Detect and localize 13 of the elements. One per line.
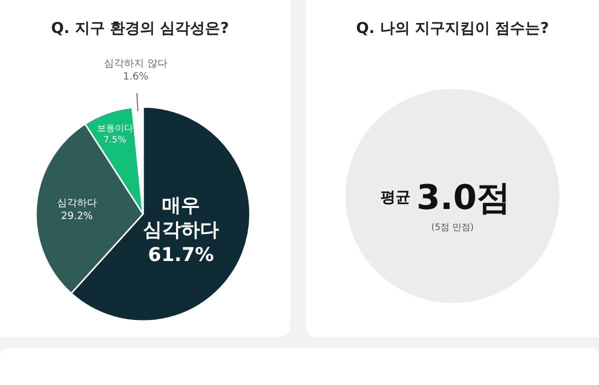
text: 평균 bbox=[380, 188, 410, 206]
data-label: 29.2% bbox=[60, 211, 93, 222]
chart-title: Q. 지구 환경의 심각성은? bbox=[51, 19, 229, 37]
slice-label: 매우 심각하다 bbox=[142, 194, 219, 242]
data-label: 61.7% bbox=[148, 244, 214, 266]
slice-label: 심각하다 bbox=[56, 198, 97, 210]
data-label: 7.5% bbox=[103, 136, 127, 146]
data-label: 1.6% bbox=[123, 72, 148, 83]
text: Q. 나의 지구지킴이 점수는? bbox=[356, 19, 549, 37]
text: (5점 만점) bbox=[431, 223, 474, 233]
slice-label: 보통이다 bbox=[96, 124, 133, 134]
slice-label: 심각하지 않다 bbox=[104, 58, 168, 70]
text: 3.0점 bbox=[416, 178, 511, 218]
